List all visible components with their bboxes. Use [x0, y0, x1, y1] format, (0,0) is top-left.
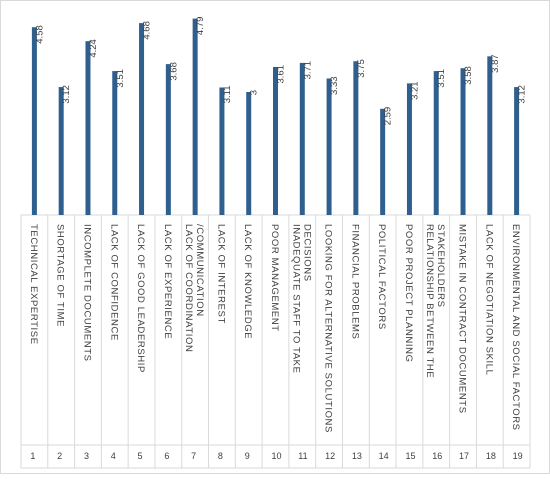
- category-label: LACK OF COORDINATION: [183, 224, 194, 352]
- index-label: 8: [218, 451, 223, 461]
- bar: [514, 87, 520, 215]
- value-label: 3.11: [222, 85, 233, 103]
- bar: [273, 66, 278, 216]
- table-grid-lines: [20, 214, 531, 469]
- bar: [219, 87, 225, 215]
- bar: [406, 83, 412, 215]
- index-label: 15: [405, 451, 415, 461]
- category-label: FINANCIAL PROBLEMS: [349, 224, 360, 340]
- bar: [487, 56, 493, 215]
- index-labels-group: 1 2 3 4 5 6 7 8 9 10 11 12 13 14 15 16 17 18 19: [30, 451, 522, 461]
- index-label: 11: [298, 451, 307, 461]
- value-label: 3: [249, 90, 260, 95]
- bar: [380, 108, 386, 215]
- category-labels-group: TECHNICAL EXPERTISE SHORTAGE OF TIME INCOM…: [28, 224, 521, 433]
- bar: [192, 18, 198, 215]
- value-label: 2.59: [383, 107, 394, 126]
- bar: [112, 71, 118, 215]
- category-label: LOOKING FOR ALTERNATIVE SOLUTIONS: [323, 224, 334, 433]
- category-label: LACK OF INTEREST: [215, 224, 226, 324]
- bar: [85, 41, 91, 215]
- bars-group: [31, 18, 520, 216]
- bar: [31, 27, 37, 215]
- category-label: SHORTAGE OF TIME: [55, 224, 66, 327]
- category-label: INCOMPLETE DOCUMENTS: [81, 224, 92, 362]
- index-label: 9: [245, 451, 250, 461]
- value-label: 3.68: [168, 62, 179, 80]
- category-label: RELATIONSHIP BETWEEN THE: [424, 224, 435, 378]
- category-label: LACK OF GOOD LEADERSHIP: [135, 224, 146, 373]
- index-label: 13: [352, 451, 362, 461]
- bar: [246, 92, 252, 215]
- index-label: 6: [164, 451, 169, 461]
- category-label: POOR PROJECT PLANNING: [403, 224, 414, 363]
- bar: [326, 78, 332, 215]
- bar: [353, 61, 359, 215]
- category-label: POLITICAL FACTORS: [376, 224, 387, 330]
- value-label: 3.33: [329, 76, 340, 95]
- index-label: 4: [111, 451, 116, 461]
- category-label: LACK OF NEGOTIATION SKILL: [483, 224, 494, 376]
- index-label: 3: [84, 451, 89, 461]
- value-label: 4.58: [34, 25, 45, 44]
- category-label: ENVIRONMENTAL AND SOCIAL FACTORS: [510, 224, 521, 431]
- value-label: 3.51: [436, 69, 447, 88]
- value-label: 4.68: [142, 21, 153, 40]
- index-label: 19: [513, 451, 523, 461]
- value-label: 3.71: [302, 61, 313, 80]
- index-label: 5: [138, 451, 143, 461]
- bar: [165, 64, 171, 216]
- index-label: 7: [191, 451, 196, 461]
- index-label: 14: [379, 451, 389, 461]
- value-labels-group: 4.58 3.12 4.24 3.51 4.68 3.68 4.79 3.11 3 3.61 3.7…: [34, 17, 527, 126]
- index-label: 16: [432, 451, 442, 461]
- value-label: 3.12: [61, 85, 72, 104]
- bar: [139, 23, 145, 216]
- category-label: LACK OF EXPERIENCE: [162, 224, 173, 339]
- index-label: 18: [486, 451, 496, 461]
- category-label: /COMMUNICATION: [194, 224, 205, 317]
- value-label: 3.58: [463, 66, 474, 85]
- value-label: 4.24: [88, 39, 99, 58]
- index-label: 12: [325, 451, 335, 461]
- value-label: 3.51: [115, 69, 126, 88]
- index-label: 1: [30, 451, 35, 461]
- value-label: 3.87: [490, 54, 501, 73]
- category-label: LACK OF CONFIDENCE: [108, 224, 119, 341]
- category-label: POOR MANAGEMENT: [269, 224, 280, 332]
- index-label: 10: [272, 451, 282, 461]
- bar: [58, 87, 64, 215]
- category-label: MISTAKE IN CONTRACT DOCUMENTS: [457, 224, 468, 414]
- value-label: 4.79: [195, 17, 206, 36]
- category-label: DECISIONS: [301, 224, 312, 282]
- category-label: STAKEHOLDERS: [435, 224, 446, 308]
- index-label: 2: [57, 451, 62, 461]
- bar: [299, 62, 305, 215]
- bar: [460, 68, 466, 215]
- bar: [433, 71, 439, 215]
- category-label: TECHNICAL EXPERTISE: [28, 224, 39, 345]
- value-label: 3.12: [517, 85, 528, 104]
- category-label: INADEQUATE STAFF TO TAKE: [290, 224, 301, 374]
- index-label: 17: [459, 451, 469, 461]
- value-label: 3.61: [276, 65, 287, 84]
- value-label: 3.21: [409, 81, 420, 100]
- category-label: LACK OF KNOWLEDGE: [242, 224, 253, 339]
- value-label: 3.75: [356, 59, 367, 78]
